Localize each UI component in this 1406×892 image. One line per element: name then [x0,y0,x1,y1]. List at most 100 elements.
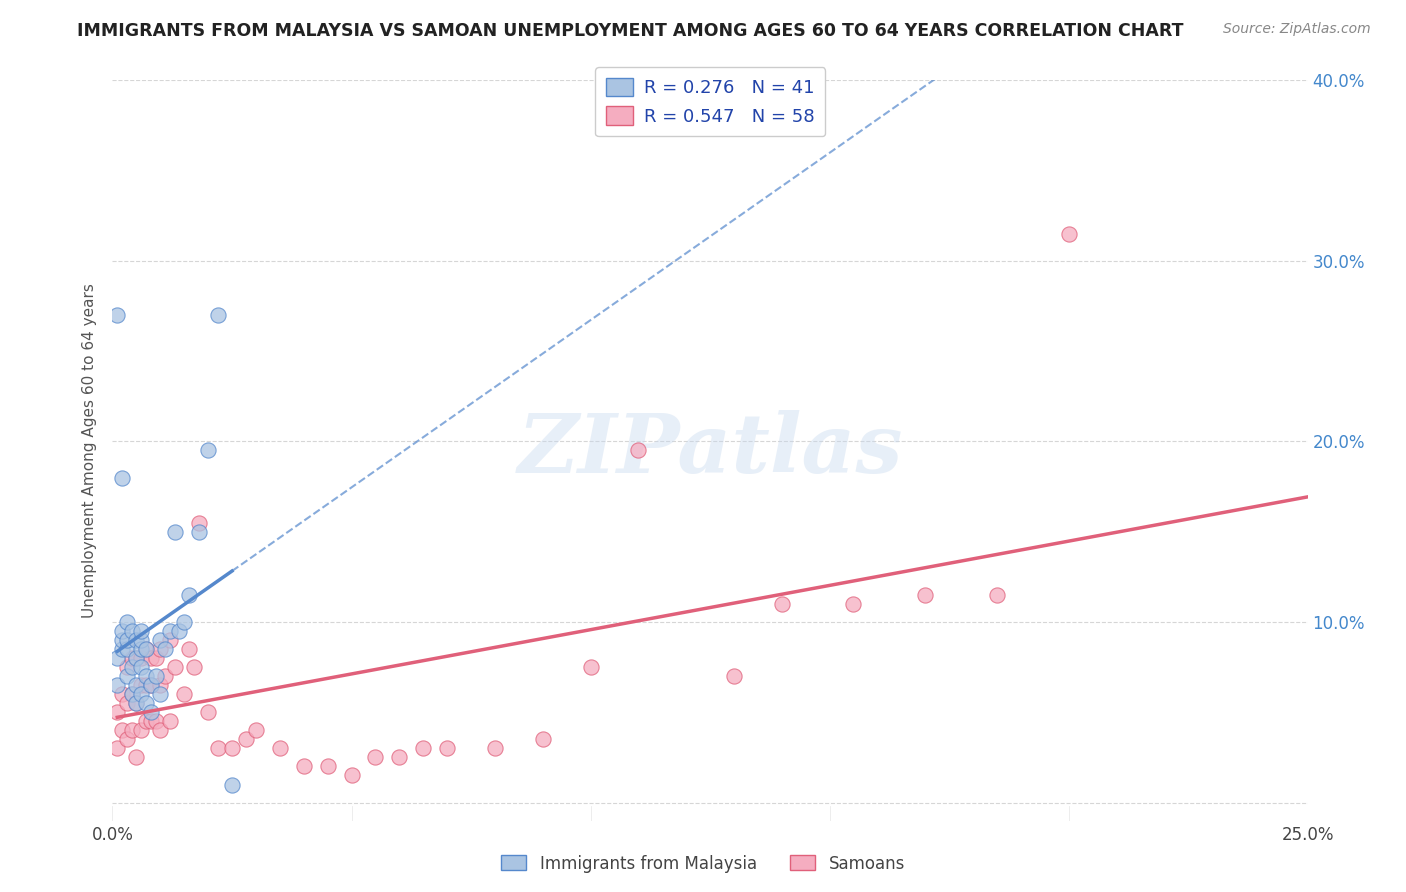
Point [177,642,200,657]
Point [579,660,602,674]
Point [145,714,167,729]
Point [842,597,865,611]
Point [105,741,128,756]
Point [129,651,152,665]
Point [125,696,148,710]
Point [139,706,162,720]
Text: Source: ZipAtlas.com: Source: ZipAtlas.com [1223,22,1371,37]
Point [105,651,128,665]
Point [627,443,650,458]
Point [149,633,172,648]
Point [135,696,157,710]
Point [173,687,195,701]
Point [149,723,172,738]
Point [125,750,148,764]
Point [115,633,138,648]
Point [145,669,167,683]
Point [121,651,143,665]
Point [1057,227,1080,241]
Point [111,470,134,484]
Point [139,714,162,729]
Point [986,588,1008,602]
Point [111,723,134,738]
Point [135,678,157,692]
Point [245,723,267,738]
Y-axis label: Unemployment Among Ages 60 to 64 years: Unemployment Among Ages 60 to 64 years [82,283,97,618]
Point [129,633,152,648]
Point [125,651,148,665]
Point [129,624,152,638]
Point [169,624,191,638]
Point [135,714,157,729]
Point [135,642,157,657]
Point [197,706,219,720]
Point [139,678,162,692]
Point [153,669,176,683]
Point [159,633,181,648]
Point [159,714,181,729]
Point [269,741,291,756]
Point [914,588,936,602]
Point [129,687,152,701]
Point [149,678,172,692]
Point [115,669,138,683]
Point [139,678,162,692]
Text: IMMIGRANTS FROM MALAYSIA VS SAMOAN UNEMPLOYMENT AMONG AGES 60 TO 64 YEARS CORREL: IMMIGRANTS FROM MALAYSIA VS SAMOAN UNEMP… [77,22,1184,40]
Point [135,669,157,683]
Point [105,308,128,322]
Text: ZIPatlas: ZIPatlas [517,410,903,491]
Point [115,615,138,629]
Point [221,741,243,756]
Point [153,642,176,657]
Point [125,633,148,648]
Point [111,642,134,657]
Point [207,741,229,756]
Point [125,678,148,692]
Point [436,741,458,756]
Point [388,750,411,764]
Point [129,642,152,657]
Point [111,633,134,648]
Point [159,624,181,638]
Point [135,642,157,657]
Point [163,524,186,539]
Point [125,696,148,710]
Point [115,696,138,710]
Point [364,750,387,764]
Point [207,308,229,322]
Point [129,678,152,692]
Point [145,651,167,665]
Point [115,732,138,747]
Point [531,732,554,747]
Point [121,660,143,674]
Point [235,732,257,747]
Point [111,624,134,638]
Point [121,687,143,701]
Point [316,759,339,773]
Point [121,687,143,701]
Point [177,588,200,602]
Point [121,723,143,738]
Legend: R = 0.276   N = 41, R = 0.547   N = 58: R = 0.276 N = 41, R = 0.547 N = 58 [595,67,825,136]
Point [125,651,148,665]
Point [770,597,793,611]
Point [197,443,219,458]
Point [173,615,195,629]
Point [340,768,363,782]
Point [187,524,209,539]
Point [292,759,315,773]
Point [221,778,243,792]
Point [139,651,162,665]
Point [105,678,128,692]
Point [105,706,128,720]
Point [723,669,745,683]
Point [163,660,186,674]
Point [115,660,138,674]
Point [183,660,205,674]
Point [149,642,172,657]
Point [412,741,434,756]
Point [121,624,143,638]
Point [115,642,138,657]
Point [129,660,152,674]
Legend: Immigrants from Malaysia, Samoans: Immigrants from Malaysia, Samoans [495,848,911,880]
